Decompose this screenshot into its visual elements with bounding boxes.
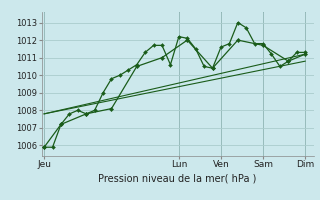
- X-axis label: Pression niveau de la mer( hPa ): Pression niveau de la mer( hPa ): [99, 173, 257, 183]
